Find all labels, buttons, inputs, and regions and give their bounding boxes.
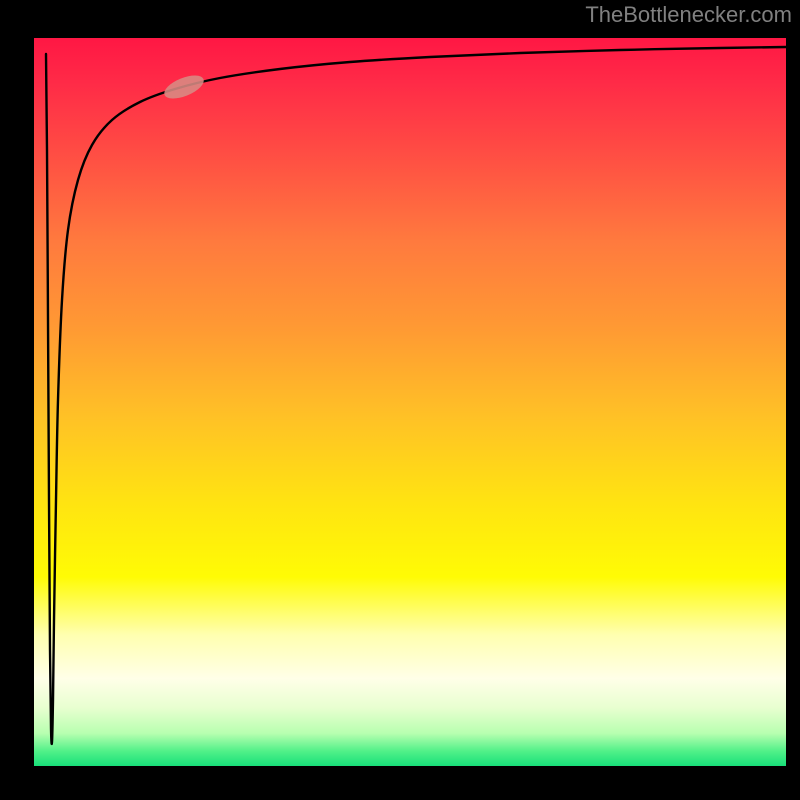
attribution-label: TheBottlenecker.com [585, 2, 792, 28]
gradient-background [34, 38, 786, 766]
chart-container: TheBottlenecker.com [0, 0, 800, 800]
